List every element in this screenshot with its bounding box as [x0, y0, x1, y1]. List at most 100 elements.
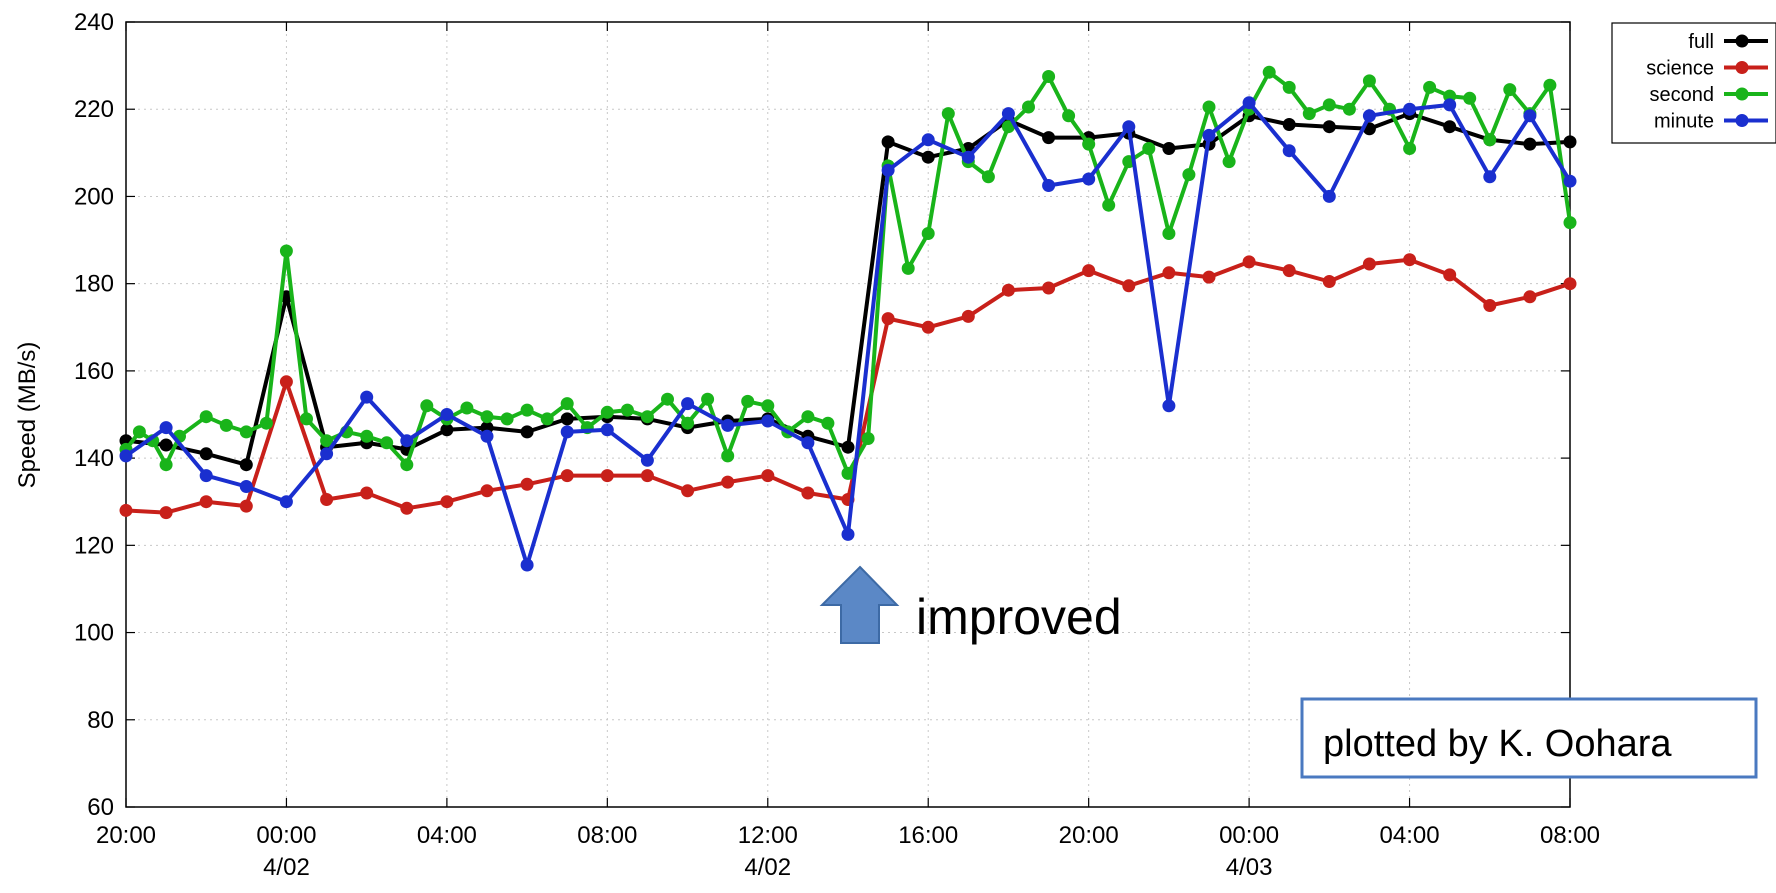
data-point-minute	[1362, 109, 1376, 123]
data-point-full	[841, 440, 855, 454]
data-point-full	[881, 135, 895, 149]
data-point-second	[560, 397, 574, 411]
y-tick-label: 180	[74, 271, 114, 298]
data-point-minute	[119, 449, 133, 463]
data-point-science	[480, 484, 494, 498]
data-point-second	[1022, 100, 1035, 114]
data-point-second	[300, 412, 313, 426]
data-point-minute	[320, 447, 334, 461]
data-point-second	[701, 392, 715, 406]
data-point-second	[681, 416, 695, 430]
data-point-science	[1282, 264, 1296, 278]
data-point-science	[1202, 270, 1216, 284]
credit-box: plotted by K. Oohara	[1300, 697, 1758, 779]
data-point-minute	[1483, 170, 1497, 184]
data-point-science	[761, 469, 775, 483]
y-tick-label: 100	[74, 620, 114, 647]
data-point-second	[1222, 155, 1236, 169]
x-tick-date-label: 4/03	[1226, 854, 1273, 881]
data-point-second	[721, 449, 735, 463]
data-point-second	[981, 170, 995, 184]
data-point-second	[1202, 100, 1216, 114]
data-point-second	[801, 410, 815, 424]
x-tick-label: 12:00	[738, 822, 798, 849]
data-point-science	[640, 469, 654, 483]
data-point-second	[279, 244, 293, 258]
data-point-second	[360, 429, 374, 443]
data-point-second	[1042, 70, 1056, 83]
data-point-minute	[1242, 96, 1256, 110]
y-tick-label: 80	[87, 707, 114, 734]
data-point-science	[119, 503, 133, 517]
data-point-minute	[881, 163, 895, 177]
data-point-second	[1543, 78, 1557, 92]
data-point-second	[239, 425, 253, 439]
legend-label-science: science	[1646, 58, 1714, 80]
data-point-second	[1162, 227, 1176, 240]
data-point-minute	[400, 434, 414, 448]
data-point-full	[921, 150, 935, 164]
data-point-second	[1483, 133, 1497, 147]
data-point-minute	[1082, 172, 1096, 186]
data-point-minute	[1042, 179, 1056, 192]
data-point-second	[480, 410, 494, 424]
data-point-science	[1443, 268, 1457, 282]
y-tick-label: 120	[74, 532, 114, 559]
data-point-minute	[360, 390, 374, 404]
x-tick-label: 20:00	[1059, 822, 1119, 849]
y-tick-label: 60	[87, 794, 114, 821]
data-point-full	[440, 423, 454, 437]
data-point-minute	[801, 436, 815, 450]
data-point-second	[761, 399, 775, 413]
improved-annotation: improved	[819, 565, 1122, 645]
legend: full science second minute	[1611, 22, 1776, 144]
data-point-second	[1282, 80, 1296, 94]
data-point-minute	[199, 469, 213, 483]
data-point-minute	[440, 408, 454, 421]
data-point-minute	[1403, 102, 1417, 116]
x-tick-label: 20:00	[96, 822, 156, 849]
data-point-second	[1322, 98, 1336, 112]
data-point-second	[620, 403, 634, 417]
data-point-second	[1302, 107, 1316, 121]
x-tick-label: 00:00	[1219, 822, 1279, 849]
data-point-full	[199, 447, 213, 461]
x-tick-label: 08:00	[1540, 822, 1600, 849]
data-point-second	[1503, 83, 1517, 97]
data-point-second	[460, 401, 474, 415]
data-point-second	[132, 425, 146, 439]
data-point-science	[360, 486, 374, 500]
data-point-second	[520, 403, 534, 417]
data-point-second	[400, 458, 414, 472]
improved-label: improved	[916, 589, 1122, 645]
x-tick-label: 16:00	[898, 822, 958, 849]
data-point-second	[640, 410, 654, 424]
data-point-minute	[1282, 144, 1296, 158]
data-point-minute	[761, 414, 775, 428]
data-point-second	[1463, 91, 1477, 105]
data-point-minute	[841, 527, 855, 541]
data-point-second	[741, 394, 755, 408]
data-point-minute	[1322, 189, 1336, 203]
credit-box-frame	[1300, 697, 1758, 779]
gridlines	[126, 22, 1570, 807]
data-point-second	[1062, 109, 1076, 123]
data-point-second	[259, 416, 273, 430]
data-point-minute	[921, 133, 935, 147]
data-point-science	[1122, 279, 1136, 293]
data-point-second	[159, 458, 173, 472]
data-point-full	[1523, 137, 1537, 151]
legend-label-minute: minute	[1654, 111, 1714, 133]
data-point-second	[199, 410, 213, 424]
legend-label-full: full	[1688, 31, 1714, 53]
data-point-minute	[560, 425, 574, 439]
data-point-full	[1042, 131, 1056, 145]
data-point-science	[881, 312, 895, 326]
data-point-minute	[961, 150, 975, 164]
data-point-science	[400, 501, 414, 515]
legend-marker-full	[1735, 34, 1749, 48]
y-tick-label: 240	[74, 9, 114, 36]
data-point-full	[239, 458, 253, 472]
x-tick-label: 04:00	[417, 822, 477, 849]
